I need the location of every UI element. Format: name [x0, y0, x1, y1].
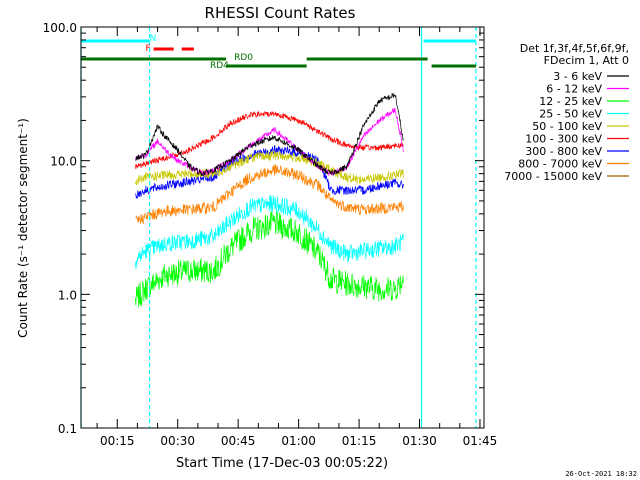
legend-label-6-12-kev: 6 - 12 keV — [546, 83, 602, 96]
flag-label-n: N — [150, 34, 157, 44]
x-axis-label: Start Time (17-Dec-03 00:05:22) — [176, 456, 388, 471]
series-line-800-7000-kev — [135, 164, 404, 225]
legend-label-25-50-kev: 25 - 50 keV — [539, 108, 602, 121]
series-line-25-50-kev — [135, 194, 404, 269]
series-line-50-100-kev — [135, 151, 404, 186]
chart-title: RHESSI Count Rates — [205, 4, 356, 22]
x-tick-label: 00:15 — [100, 434, 135, 448]
y-tick-label: 0.1 — [58, 422, 77, 436]
legend-label-3-6-kev: 3 - 6 keV — [553, 70, 602, 83]
legend-header-line: FDecim 1, Att 0 — [544, 54, 629, 67]
axis-layer: 0.1 1.0 10.0 100.0 00:15 00:30 00:45 01:00 01:15… — [43, 21, 498, 448]
x-tick-label: 00:45 — [221, 434, 256, 448]
plot-frame — [80, 26, 485, 429]
x-tick-label: 01:45 — [463, 434, 498, 448]
series-line-12-25-kev — [135, 210, 404, 308]
flag-layer: NF RD0 RD4 — [80, 27, 477, 428]
legend-header-line: Det 1f,3f,4f,5f,6f,9f, — [520, 42, 629, 55]
series-line-3-6-kev — [135, 92, 404, 177]
legend-label-50-100-kev: 50 - 100 keV — [532, 120, 602, 133]
legend-label-12-25-kev: 12 - 25 keV — [539, 95, 602, 108]
legend-label-100-300-kev: 100 - 300 keV — [525, 133, 602, 146]
legend: Det 1f,3f,4f,5f,6f,9f,FDecim 1, Att 0 3 -… — [504, 42, 629, 183]
flag-label-rd4: RD4 — [210, 61, 229, 71]
flag-label-f: F — [145, 44, 150, 54]
x-tick-label: 01:15 — [342, 434, 377, 448]
y-tick-label: 100.0 — [43, 21, 77, 35]
legend-label-800-7000-kev: 800 - 7000 keV — [518, 158, 602, 171]
legend-label-7000-15000-kev: 7000 - 15000 keV — [504, 170, 602, 183]
legend-label-300-800-kev: 300 - 800 keV — [525, 145, 602, 158]
flag-label-rd0: RD0 — [234, 53, 253, 63]
y-tick-label: 1.0 — [58, 288, 77, 302]
x-tick-label: 01:30 — [402, 434, 437, 448]
series-line-6-12-kev — [135, 107, 404, 177]
x-tick-label: 00:30 — [160, 434, 195, 448]
footer-timestamp: 26-Oct-2021 18:32 — [565, 470, 637, 478]
x-tick-label: 01:00 — [281, 434, 316, 448]
series-line-300-800-kev — [135, 145, 404, 199]
y-tick-label: 10.0 — [50, 155, 77, 169]
y-axis-label: Count Rate (s⁻¹ detector segment⁻¹) — [16, 118, 30, 338]
series-layer — [135, 92, 404, 308]
